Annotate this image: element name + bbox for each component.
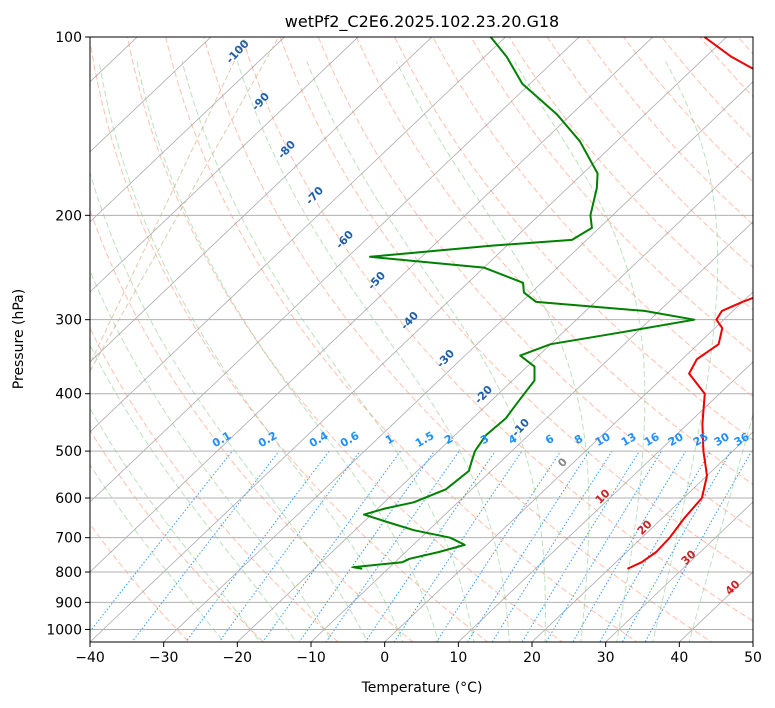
- y-tick-label: 700: [55, 531, 82, 547]
- moist-adiabat-line: [90, 344, 297, 642]
- moist-adiabat-line: [136, 61, 440, 642]
- x-tick-label: 30: [597, 650, 615, 666]
- y-tick-label: 400: [55, 387, 82, 403]
- x-tick-label: 40: [670, 650, 688, 666]
- y-tick-label: 600: [55, 491, 82, 507]
- dry-adiabat-line: [394, 37, 753, 441]
- skewed-isotherm-line: [90, 37, 654, 573]
- y-tick-label: 800: [55, 565, 82, 581]
- moist-adiabat-line: [652, 61, 719, 642]
- dry-adiabat-line: [90, 523, 190, 642]
- dry-adiabat-line: [203, 37, 713, 642]
- dry-adiabat-line: [90, 327, 339, 642]
- dry-adiabat-line: [90, 38, 489, 642]
- x-ticks: −40 −30 −20 −10 0 10 20 30 40 50: [75, 642, 762, 666]
- moist-adiabat-line: [306, 61, 546, 642]
- dry-adiabat-line: [241, 37, 753, 622]
- skewed-isotherm-line: [90, 37, 359, 293]
- x-tick-label: −40: [75, 650, 105, 666]
- y-tick-label: 200: [55, 208, 82, 224]
- x-tick-label: −10: [296, 650, 326, 666]
- moist-adiabat-line: [90, 269, 333, 642]
- x-tick-label: 10: [449, 650, 467, 666]
- dewpoint-profile-line: [351, 37, 696, 570]
- skewed-isotherm-line: [531, 431, 753, 642]
- x-tick-label: −30: [149, 650, 179, 666]
- dry-adiabat-line: [508, 37, 753, 311]
- skewed-isotherm-line: [90, 37, 433, 363]
- skewed-isotherm-line: [605, 501, 753, 642]
- skewed-isotherm-line: [310, 221, 753, 642]
- skewed-isotherm-line: [90, 37, 728, 642]
- y-tick-label: 900: [55, 595, 82, 611]
- skewed-isotherm-line: [163, 81, 753, 642]
- skewed-isotherm-line: [384, 291, 753, 642]
- skewed-isotherm-line: [90, 37, 507, 433]
- curved-reference-line: [90, 37, 247, 365]
- x-axis-label: Temperature (°C): [361, 680, 483, 696]
- plot-frame: [89, 36, 754, 643]
- skewed-isotherm-line: [236, 151, 753, 642]
- moist-adiabat-line: [98, 61, 404, 642]
- x-tick-label: 50: [744, 650, 762, 666]
- moist-adiabat-line: [90, 407, 261, 642]
- skewed-isotherm-line: [90, 37, 286, 223]
- y-tick-label: 1000: [46, 622, 82, 638]
- moist-adiabat-line: [395, 61, 590, 642]
- dry-adiabat-line: [90, 208, 414, 642]
- skewed-isotherm-line: [457, 361, 753, 642]
- moist-adiabat-line: [514, 61, 646, 642]
- dry-adiabat-line: [279, 37, 753, 576]
- dry-adiabat-line: [126, 37, 564, 642]
- series-layer: [351, 37, 753, 570]
- temperature-profile-line: [626, 37, 753, 570]
- y-ticks: 100 200 300 400 500 600 700 800 900 1000: [46, 30, 90, 638]
- background-lines: [90, 37, 753, 642]
- skewed-isotherm-line: [90, 37, 580, 503]
- x-tick-label: −20: [223, 650, 253, 666]
- moist-adiabat-line: [181, 61, 475, 642]
- moist-adiabat-line: [236, 61, 510, 642]
- y-tick-label: 300: [55, 313, 82, 329]
- dry-adiabat-line: [165, 37, 638, 642]
- dry-adiabat-line: [432, 37, 753, 398]
- y-axis-label: Pressure (hPa): [11, 289, 27, 389]
- y-tick-label: 500: [55, 444, 82, 460]
- chart-title: wetPf2_C2E6.2025.102.23.20.G18: [285, 12, 559, 32]
- x-tick-label: 0: [380, 650, 389, 666]
- moist-adiabat-line: [90, 170, 369, 642]
- x-tick-label: 20: [523, 650, 541, 666]
- y-tick-label: 100: [55, 30, 82, 46]
- skewed-isotherm-line: [90, 37, 212, 153]
